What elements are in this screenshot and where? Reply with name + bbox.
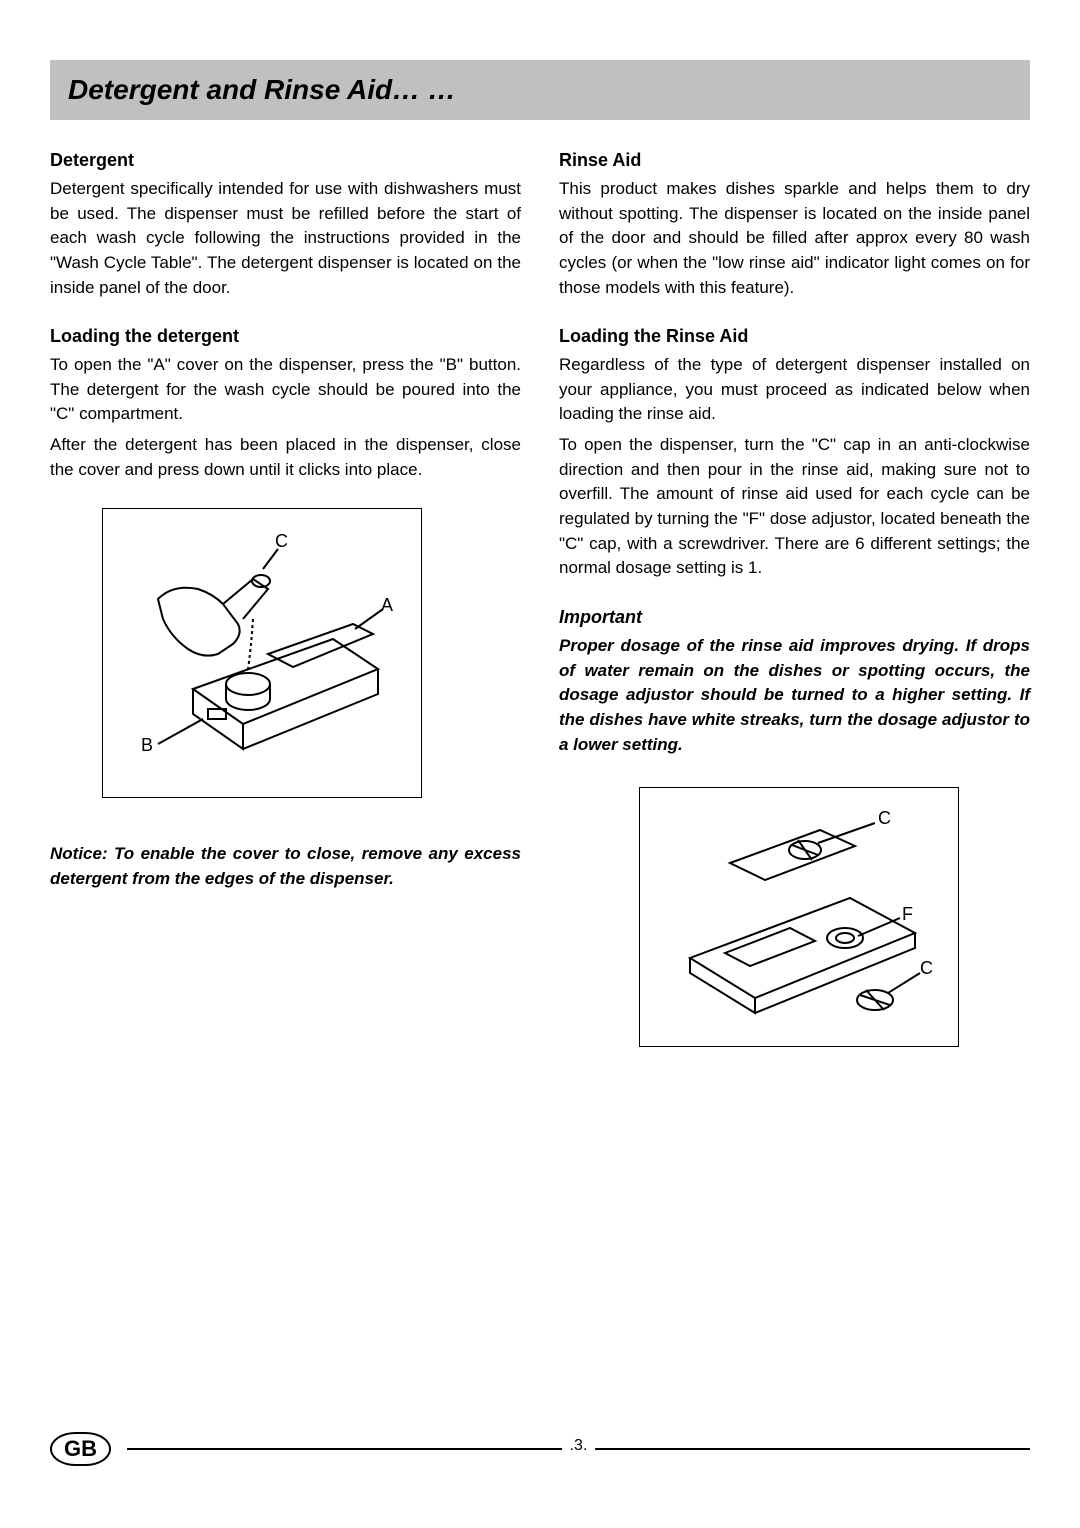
text-loading-detergent-b: After the detergent has been placed in t… [50,433,521,482]
text-detergent: Detergent specifically intended for use … [50,177,521,300]
notice-text: Notice: To enable the cover to close, re… [50,842,521,891]
figure-label-b: B [141,735,153,756]
figure-label-c-bottom: C [920,958,933,979]
heading-rinse-aid: Rinse Aid [559,150,1030,171]
heading-loading-rinse-aid: Loading the Rinse Aid [559,326,1030,347]
text-loading-rinse-aid-a: Regardless of the type of detergent disp… [559,353,1030,427]
page-title: Detergent and Rinse Aid… … [68,74,1012,106]
figure-label-c-top: C [878,808,891,829]
footer-rule: .3. [127,1448,1030,1450]
left-column: Detergent Detergent specifically intende… [50,150,521,1071]
country-badge: GB [50,1432,111,1466]
figure-label-c: C [275,531,288,552]
heading-important: Important [559,607,1030,628]
figure-label-f: F [902,904,913,925]
text-important: Proper dosage of the rinse aid improves … [559,634,1030,757]
text-loading-rinse-aid-b: To open the dispenser, turn the "C" cap … [559,433,1030,581]
title-bar: Detergent and Rinse Aid… … [50,60,1030,120]
text-loading-detergent-a: To open the "A" cover on the dispenser, … [50,353,521,427]
right-column: Rinse Aid This product makes dishes spar… [559,150,1030,1071]
page-footer: GB .3. [50,1432,1030,1466]
page-container: Detergent and Rinse Aid… … Detergent Det… [0,0,1080,1071]
figure-rinse-aid-dispenser: C F C [639,787,959,1047]
heading-detergent: Detergent [50,150,521,171]
heading-loading-detergent: Loading the detergent [50,326,521,347]
figure-label-a: A [381,595,393,616]
page-number: .3. [562,1437,596,1455]
text-rinse-aid: This product makes dishes sparkle and he… [559,177,1030,300]
content-columns: Detergent Detergent specifically intende… [50,150,1030,1071]
figure-detergent-dispenser: C A B [102,508,422,798]
